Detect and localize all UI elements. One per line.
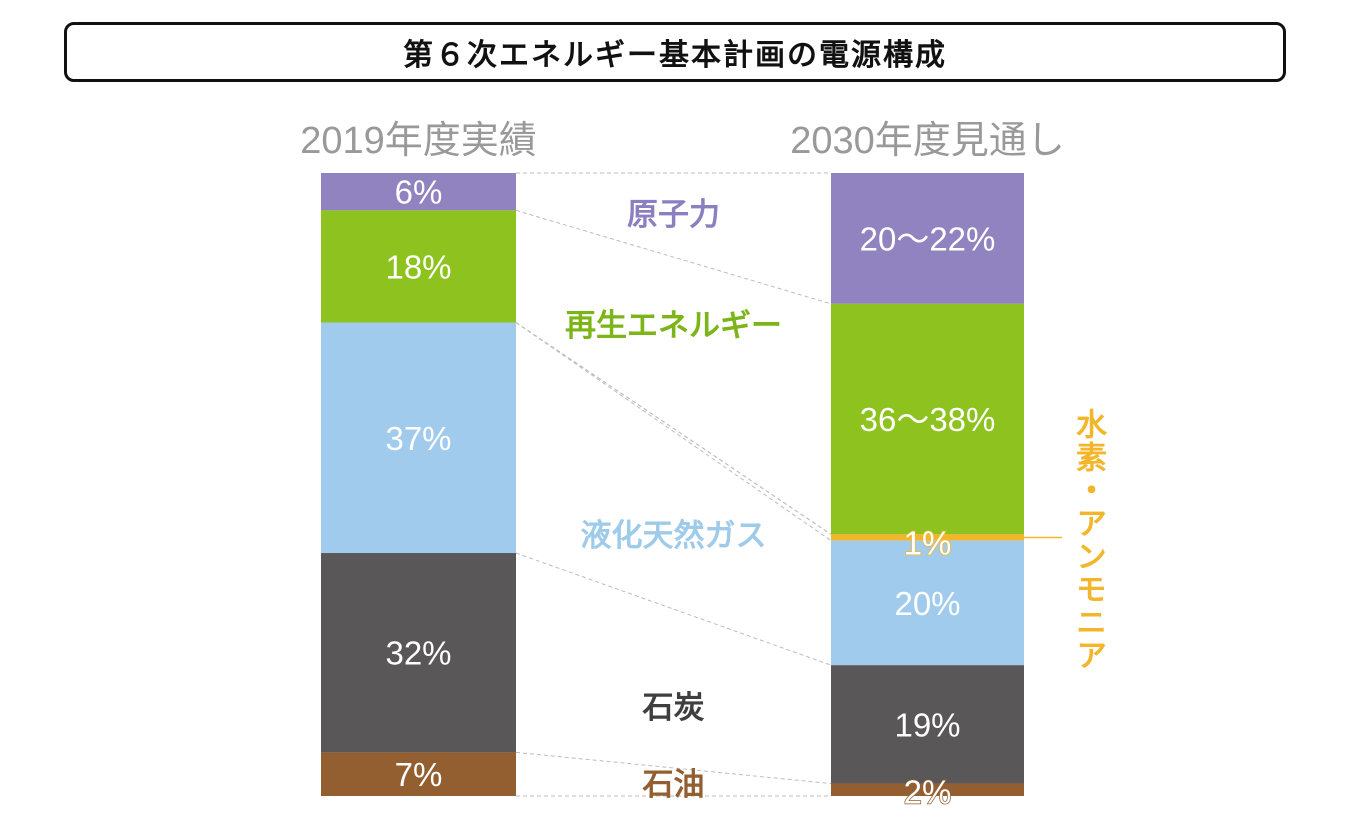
bar-segment-0-0: [321, 173, 516, 211]
bar-segment-1-2: [831, 534, 1024, 541]
bar-value-label-1-1: 36～38%: [860, 401, 996, 438]
bar-value-label-1-5: 2%: [904, 774, 952, 811]
bar-segment-1-3: [831, 540, 1024, 666]
category-label-1: 2030年度見通し: [790, 120, 1065, 162]
chart-title: 第６次エネルギー基本計画の電源構成: [403, 38, 947, 73]
bar-value-label-1-4: 19%: [894, 706, 960, 743]
title-box: 第６次エネルギー基本計画の電源構成: [64, 22, 1286, 82]
series-label-3: 液化天然ガス: [581, 518, 767, 554]
bar-value-label-0-3: 37%: [385, 420, 451, 457]
bar-segment-1-5: [831, 783, 1024, 796]
bar-segment-0-4: [321, 553, 516, 753]
bar-segment-1-0: [831, 173, 1024, 304]
bar-value-label-0-5: 7%: [395, 756, 443, 793]
series-label-2: 水素・アンモニア: [1070, 408, 1107, 672]
connector-line-3: [515, 322, 832, 541]
series-label-4: 石炭: [642, 690, 705, 726]
bar-value-label-1-0: 20～22%: [860, 220, 996, 257]
bar-segment-0-5: [321, 752, 516, 796]
bar-segment-0-1: [321, 210, 516, 323]
category-label-0: 2019年度実績: [300, 120, 537, 162]
series-label-0: 原子力: [627, 197, 720, 233]
bar-value-label-0-4: 32%: [385, 635, 451, 672]
bar-segment-1-4: [831, 665, 1024, 784]
connector-line-4: [515, 552, 832, 666]
connector-line-1: [515, 209, 832, 305]
bar-segment-1-1: [831, 303, 1024, 535]
bar-segment-0-3: [321, 322, 516, 554]
connector-line-extra: [515, 322, 832, 535]
bar-value-label-0-1: 18%: [385, 248, 451, 285]
bar-value-label-0-0: 6%: [395, 174, 443, 211]
series-label-1: 再生エネルギー: [565, 308, 782, 344]
bar-value-label-1-3: 20%: [894, 585, 960, 622]
series-label-5: 石油: [642, 767, 705, 803]
connector-line-5: [515, 751, 832, 785]
bar-value-label-1-2: 1%: [904, 524, 952, 561]
